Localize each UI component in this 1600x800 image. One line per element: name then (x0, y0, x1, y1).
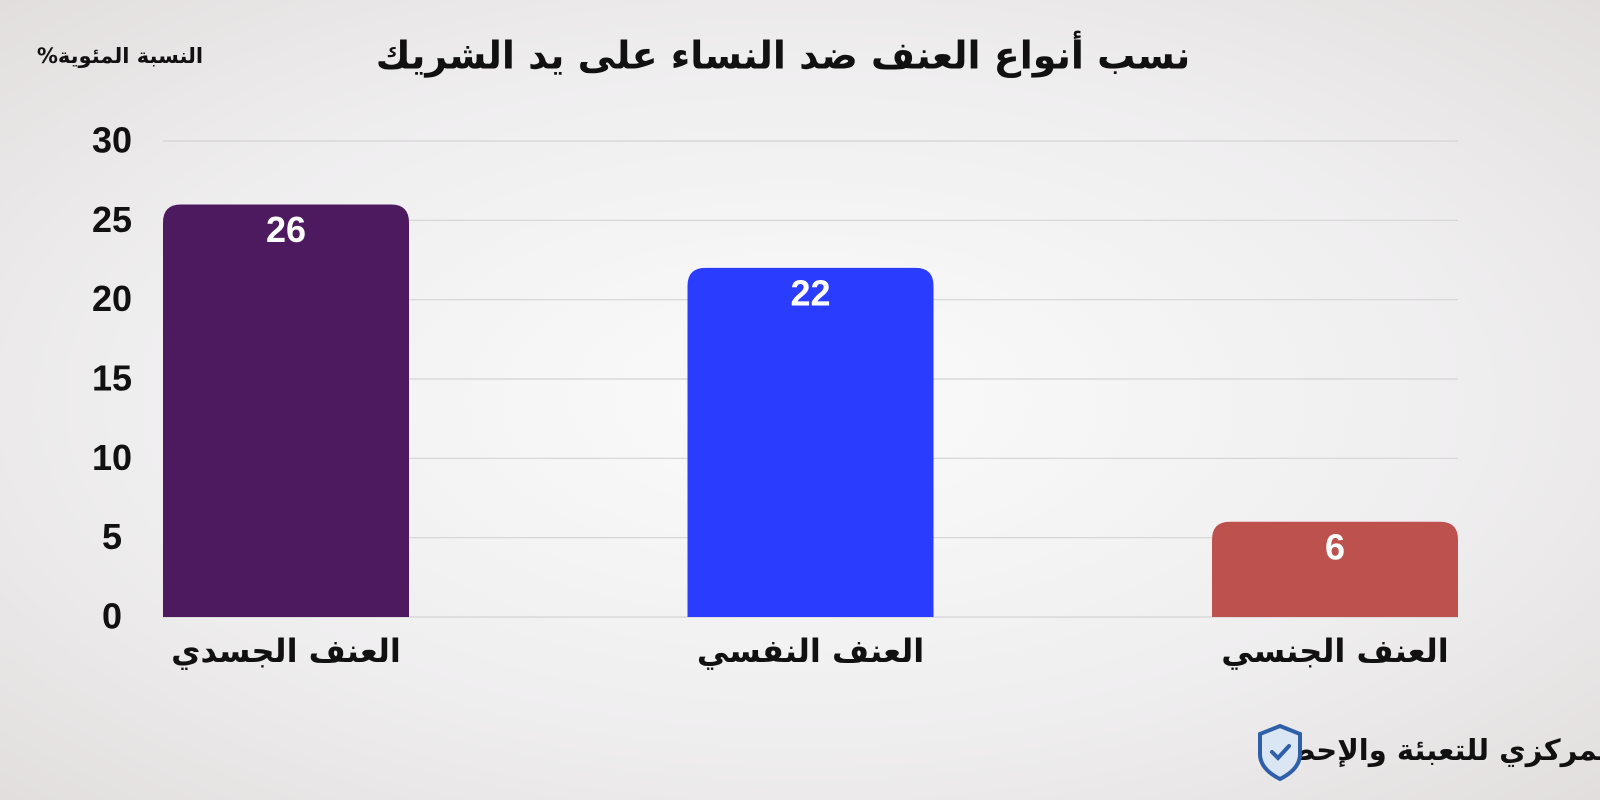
y-tick-label: 5 (102, 516, 122, 557)
y-tick-label: 0 (102, 596, 122, 637)
bar (163, 204, 409, 617)
bar (1212, 521, 1458, 617)
y-tick-label: 25 (92, 199, 132, 240)
y-tick-label: 20 (92, 278, 132, 319)
shield-icon (1258, 723, 1302, 782)
y-tick-label: 10 (92, 437, 132, 478)
y-axis-label: النسبة المئوية% (37, 44, 203, 68)
data-label: 26 (266, 209, 306, 250)
x-tick-label: العنف النفسي (697, 632, 924, 670)
data-label: 6 (1325, 526, 1345, 567)
y-tick-label: 15 (92, 358, 132, 399)
chart-title: نسب أنواع العنف ضد النساء على يد الشريك (376, 31, 1191, 78)
source-note: المصدر: المسح الصحي للأسرة المصرية/ الجه… (1262, 732, 1600, 767)
x-tick-label: العنف الجنسي (1221, 632, 1448, 670)
y-tick-label: 30 (92, 120, 132, 161)
x-tick-label: العنف الجسدي (171, 632, 401, 670)
data-label: 22 (790, 272, 830, 313)
bar (687, 267, 934, 617)
